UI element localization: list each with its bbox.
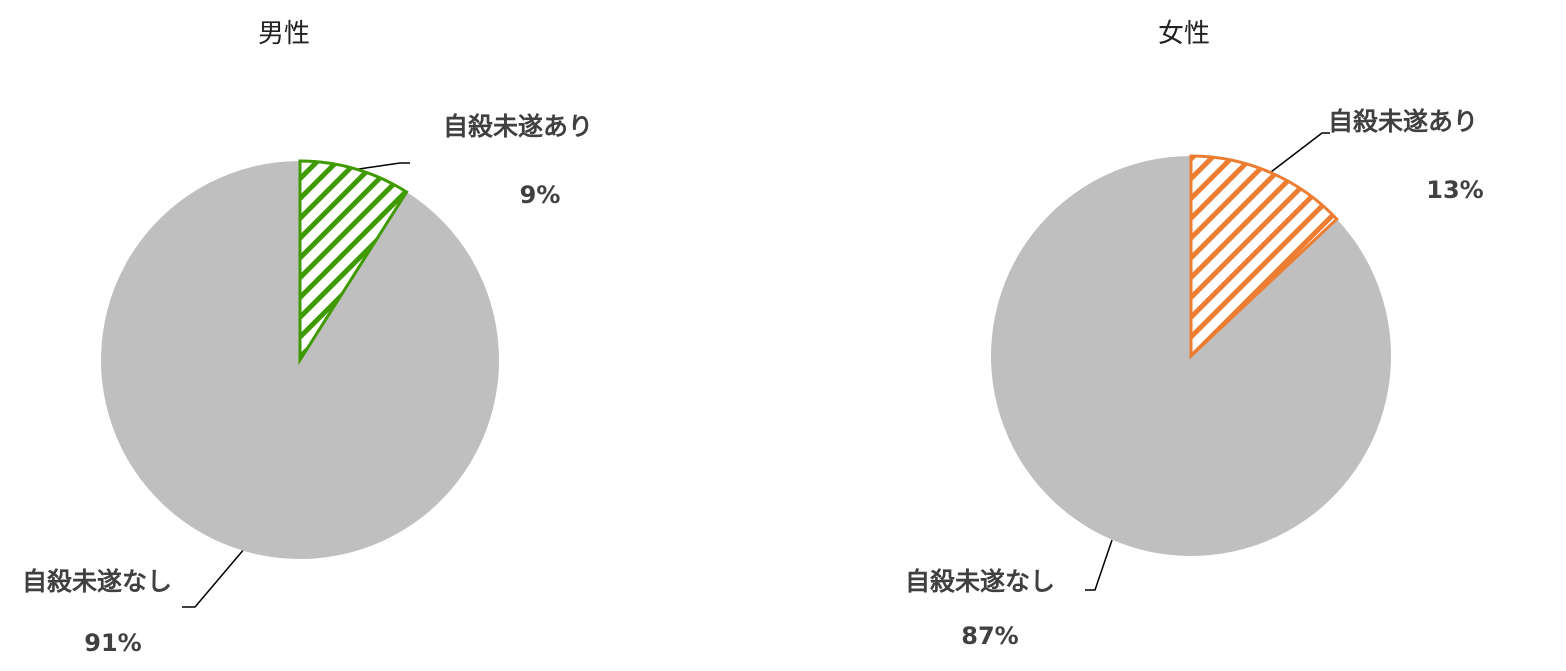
pie-slice-0-0	[298, 159, 409, 366]
leader-line-female-no	[1085, 539, 1113, 591]
label-female-yes: 自殺未遂あり	[1328, 107, 1478, 136]
label-female-no: 自殺未遂なし	[905, 567, 1055, 596]
chart-title-male: 男性	[258, 19, 310, 49]
leader-line-female-yes	[1270, 132, 1330, 173]
leader-line-male-no	[182, 547, 246, 608]
label-male-yes: 自殺未遂あり	[443, 112, 593, 141]
pct-female-no: 87%	[961, 622, 1018, 650]
label-male-no: 自殺未遂なし	[22, 567, 172, 596]
pct-male-yes: 9%	[520, 181, 561, 209]
leader-line-male-yes	[351, 162, 410, 171]
chart-title-female: 女性	[1158, 19, 1210, 49]
pct-male-no: 91%	[84, 629, 141, 657]
pie-slice-1-0	[1189, 154, 1339, 360]
pct-female-yes: 13%	[1426, 176, 1483, 204]
